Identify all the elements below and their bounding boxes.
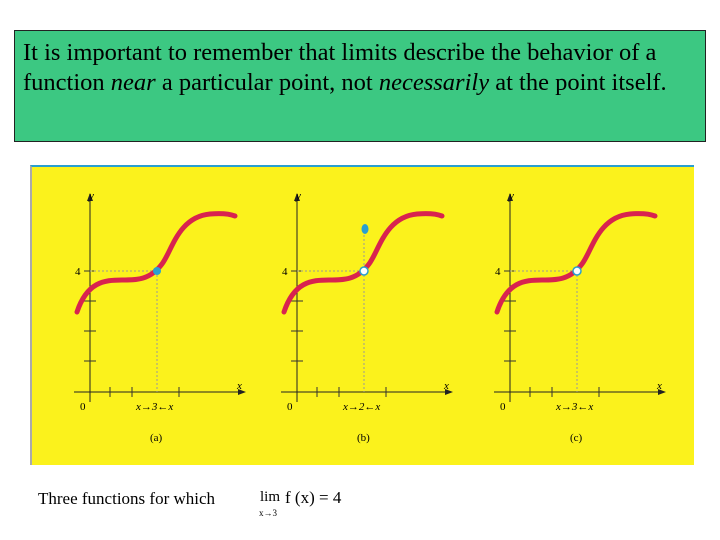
limit-formula: lim x→3 f (x) = 4 (258, 486, 358, 522)
origin-label: 0 (500, 401, 506, 413)
x-axis-label: x (443, 380, 449, 392)
x-approach-label: x→3←x (555, 401, 593, 413)
graph-b: y x 0 4 x→2←x (b) (281, 190, 453, 444)
origin-label: 0 (287, 401, 293, 413)
remark-emphasis-necessarily: necessarily (378, 69, 490, 96)
function-curve (74, 211, 238, 315)
panel-label: (a) (150, 432, 163, 444)
graph-a: y x 0 4 x→3←x (a) (74, 190, 246, 444)
remark-text-3: at the point itself. (489, 69, 667, 96)
limit-subscript: x→3 (259, 508, 277, 518)
graphs-panel: y x 0 4 x→3←x (a) y x 0 (30, 165, 694, 465)
y-axis-label: y (295, 190, 301, 202)
filled-point-icon (153, 267, 161, 275)
y-arrow-icon (294, 193, 300, 201)
x-approach-label: x→2←x (342, 401, 380, 413)
y-arrow-icon (507, 193, 513, 201)
filled-point-icon (361, 224, 369, 234)
limit-expression: f (x) = 4 (285, 488, 342, 507)
x-axis-label: x (236, 380, 242, 392)
level-label: 4 (495, 266, 501, 278)
panel-label: (c) (570, 432, 583, 444)
remark-emphasis-near: near (110, 69, 156, 96)
x-arrow-icon (658, 389, 666, 395)
remark-text-2: a particular point, not (155, 69, 379, 96)
x-arrow-icon (445, 389, 453, 395)
remark-box: It is important to remember that limits … (14, 30, 706, 142)
x-approach-label: x→3←x (135, 401, 173, 413)
limit-operator: lim (260, 489, 281, 505)
graphs-svg: y x 0 4 x→3←x (a) y x 0 (74, 190, 666, 444)
y-arrow-icon (87, 193, 93, 201)
remark-text-1: It is important to remember that limits … (23, 39, 657, 96)
caption-text: Three functions for which (38, 489, 216, 508)
level-label: 4 (282, 266, 288, 278)
graph-c: y x 0 4 x→3←x (c) (494, 190, 666, 444)
level-label: 4 (75, 266, 81, 278)
y-axis-label: y (88, 190, 94, 202)
y-axis-label: y (508, 190, 514, 202)
function-curve (281, 211, 445, 315)
x-arrow-icon (238, 389, 246, 395)
function-curve (494, 211, 658, 315)
origin-label: 0 (80, 401, 86, 413)
open-point-icon (572, 266, 582, 276)
x-axis-label: x (656, 380, 662, 392)
open-point-icon (359, 266, 369, 276)
panel-label: (b) (357, 432, 370, 444)
